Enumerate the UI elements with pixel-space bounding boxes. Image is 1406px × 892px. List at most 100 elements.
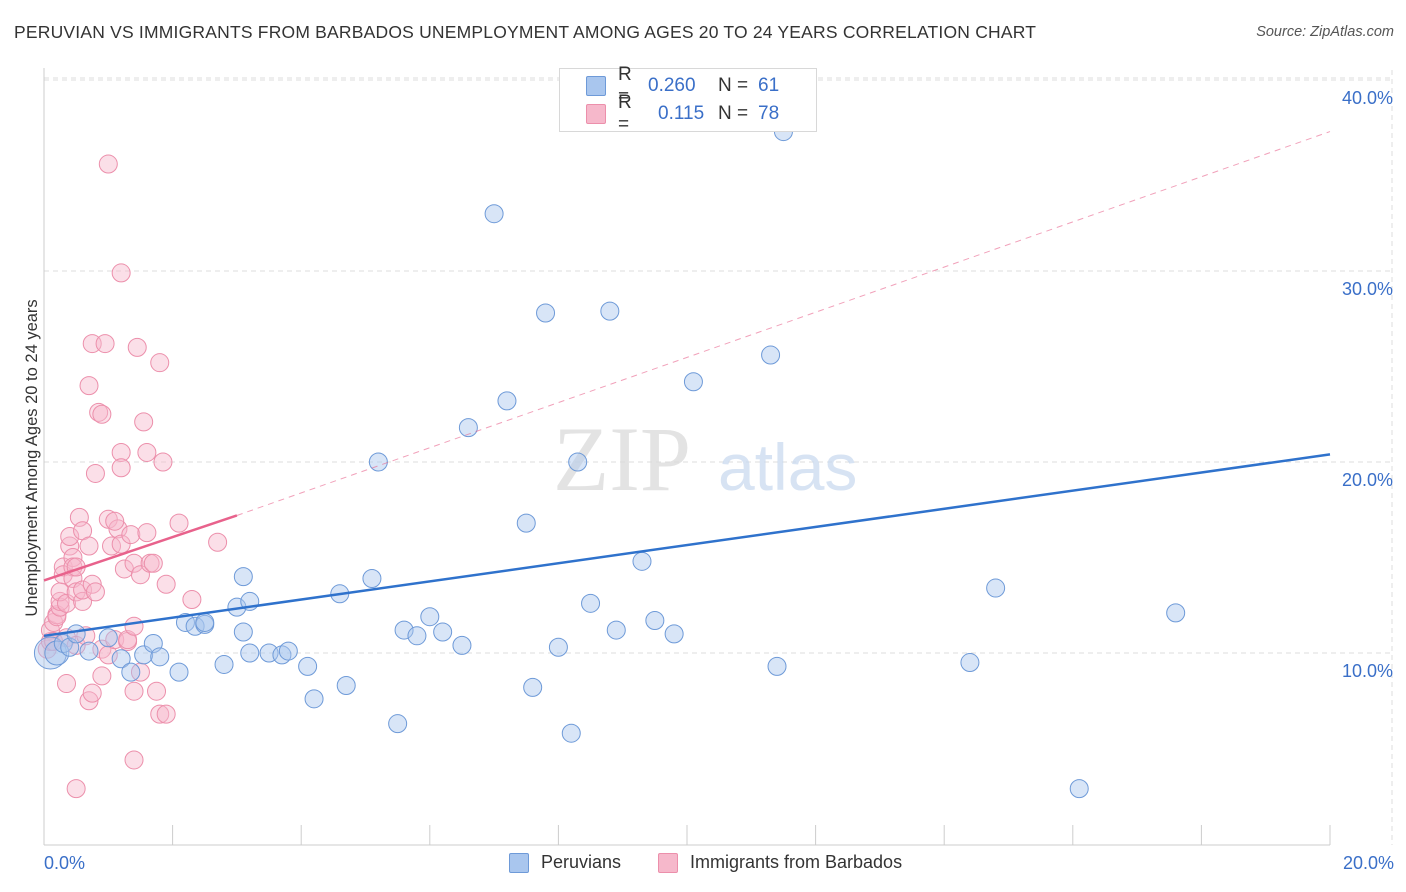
- peruvians-trend-line: [43, 453, 1331, 638]
- barbados-point: [134, 412, 154, 432]
- peruvians-point: [452, 635, 472, 655]
- barbados-point: [98, 509, 118, 529]
- legend-swatch-barbados: [586, 104, 606, 124]
- barbados-point: [150, 704, 170, 724]
- barbados-point: [92, 404, 112, 424]
- barbados-point: [85, 582, 105, 602]
- legend-r-value: 0.260: [648, 75, 696, 96]
- barbados-point: [82, 574, 102, 594]
- watermark-atlas: atlas: [718, 430, 857, 504]
- barbados-point: [182, 590, 202, 610]
- barbados-point: [208, 532, 228, 552]
- peruvians-point: [683, 372, 703, 392]
- barbados-point: [156, 574, 176, 594]
- barbados-point: [60, 536, 80, 556]
- barbados-point: [102, 536, 122, 556]
- chart-title: PERUVIAN VS IMMIGRANTS FROM BARBADOS UNE…: [14, 22, 1037, 42]
- peruvians-point: [581, 593, 601, 613]
- peruvians-point: [185, 616, 205, 636]
- barbados-point: [150, 353, 170, 373]
- peruvians-point: [986, 578, 1006, 598]
- trend-lines: [43, 131, 1331, 638]
- barbados-point: [121, 525, 141, 545]
- grid-lines: [44, 70, 1393, 845]
- y-axis-label: Unemployment Among Ages 20 to 24 years: [23, 299, 41, 616]
- peruvians-point: [523, 677, 543, 697]
- legend-row-barbados: R = 0.115 N = 78: [586, 92, 780, 135]
- peruvians-point: [33, 636, 67, 670]
- barbados-point: [98, 154, 118, 174]
- peruvians-point: [606, 620, 626, 640]
- barbados-point: [153, 452, 173, 472]
- peruvians-point: [111, 649, 131, 669]
- series-swatch-peruvians: [509, 852, 529, 873]
- legend-r-value: 0.115: [658, 103, 705, 124]
- barbados-point: [66, 582, 86, 602]
- legend-row-peruvians: R = 0.260 N = 61: [586, 64, 780, 107]
- legend-swatch-peruvians: [586, 76, 606, 96]
- barbados-point: [111, 442, 131, 462]
- peruvians-point: [484, 204, 504, 224]
- peruvians-point: [548, 637, 568, 657]
- legend-n-value: 61: [758, 75, 780, 96]
- peruvians-point: [632, 551, 652, 571]
- barbados-point: [82, 683, 102, 703]
- barbados-point: [124, 553, 144, 573]
- barbados-point: [66, 779, 86, 799]
- peruvians-point: [169, 662, 189, 682]
- series-label-peruvians: Peruvians: [541, 852, 622, 872]
- barbados-point: [60, 526, 80, 546]
- series-barbados-points: [37, 154, 228, 799]
- peruvians-point: [458, 418, 478, 438]
- peruvians-point: [98, 628, 118, 648]
- x-tick-label: 0.0%: [44, 853, 85, 873]
- barbados-trend-line: [43, 514, 238, 582]
- y-tick-label: 10.0%: [1342, 661, 1393, 681]
- legend-n-value: 78: [758, 103, 780, 124]
- peruvians-point: [304, 689, 324, 709]
- barbados-point: [95, 334, 115, 354]
- series-legend-peruvians[interactable]: Peruvians: [509, 852, 621, 873]
- barbados-point: [156, 704, 176, 724]
- peruvians-point: [767, 656, 787, 676]
- barbados-point: [89, 402, 109, 422]
- series-legend: Peruvians Immigrants from Barbados: [0, 852, 1406, 876]
- y-tick-label: 30.0%: [1342, 279, 1393, 299]
- source-label: Source: ZipAtlas.com: [1256, 24, 1394, 40]
- peruvians-point: [394, 620, 414, 640]
- peruvians-point: [388, 714, 408, 734]
- peruvians-point: [233, 567, 253, 587]
- peruvians-point: [175, 612, 195, 632]
- barbados-point: [57, 674, 77, 694]
- legend-r-label: R =: [618, 92, 632, 135]
- barbados-point: [79, 376, 99, 396]
- barbados-point: [105, 511, 125, 531]
- peruvians-point: [960, 653, 980, 673]
- peruvians-point: [407, 626, 427, 646]
- peruvians-point: [121, 662, 141, 682]
- peruvians-point: [433, 622, 453, 642]
- peruvians-point: [1166, 603, 1186, 623]
- barbados-point: [124, 616, 144, 636]
- peruvians-point: [44, 640, 70, 666]
- barbados-point: [79, 536, 99, 556]
- series-legend-barbados[interactable]: Immigrants from Barbados: [658, 852, 902, 873]
- peruvians-point: [1069, 779, 1089, 799]
- correlation-legend: R = 0.260 N = 61 R = 0.115 N = 78: [559, 64, 817, 135]
- barbados-point: [137, 442, 157, 462]
- peruvians-point: [79, 641, 99, 661]
- peruvians-point: [214, 654, 234, 674]
- peruvians-point: [664, 624, 684, 644]
- barbados-point: [124, 681, 144, 701]
- legend-r-label: R =: [618, 64, 632, 107]
- barbados-point: [108, 519, 128, 539]
- peruvians-point: [420, 607, 440, 627]
- peruvians-point: [600, 301, 620, 321]
- series-label-barbados: Immigrants from Barbados: [690, 852, 903, 872]
- barbados-point: [79, 691, 99, 711]
- barbados-point: [169, 513, 189, 533]
- barbados-point: [73, 591, 93, 611]
- peruvians-point: [761, 345, 781, 365]
- peruvians-point: [336, 675, 356, 695]
- peruvians-point: [645, 611, 665, 631]
